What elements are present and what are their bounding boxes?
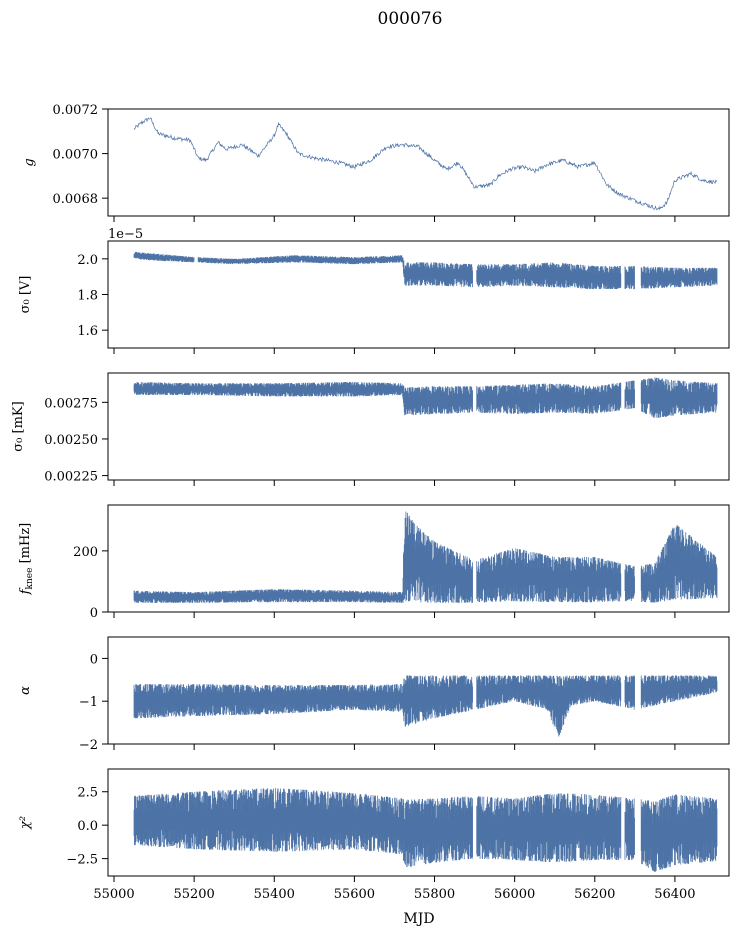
axes-frame	[107, 768, 730, 877]
y-tick-label: −2	[79, 738, 98, 753]
x-tick-label: 56400	[654, 887, 695, 902]
series-band	[133, 675, 718, 737]
y-tick-label: 0	[90, 606, 98, 621]
y-axis-label: α	[18, 686, 33, 695]
y-tick-label: 0.00250	[44, 433, 98, 448]
y-tick-label: 0.0068	[53, 192, 99, 207]
series-band	[133, 251, 718, 290]
y-axis-label: χ²	[18, 816, 33, 830]
y-tick-label: 1.6	[77, 324, 98, 339]
x-tick-label: 55800	[414, 887, 455, 902]
y-tick-label: 0.0070	[53, 148, 99, 163]
y-tick-label: 0.00225	[44, 470, 98, 485]
plot-area	[133, 251, 718, 290]
y-tick-label: 2.5	[77, 786, 98, 801]
panel-4: 0 200 fknee [mHz]	[18, 504, 730, 621]
x-tick-label: 55600	[334, 887, 375, 902]
series-band	[133, 377, 718, 418]
y-tick-label: −1	[79, 695, 98, 710]
y-axis-label: g	[22, 158, 37, 166]
x-tick-label: 55000	[93, 887, 134, 902]
y-tick-label: 1.8	[77, 289, 98, 304]
series-line	[133, 117, 718, 211]
axes-frame	[107, 108, 730, 217]
y-offset-text: 1e−5	[108, 227, 143, 242]
panel-2: 1.6 1.8 2.0 1e−5 σ₀ [V]	[18, 227, 730, 354]
axes-frame	[107, 240, 730, 349]
y-tick-label: 0.0	[77, 819, 98, 834]
plot-area	[133, 117, 718, 211]
axes-frame	[107, 372, 730, 481]
x-axis-label: MJD	[403, 911, 434, 927]
y-axis-label: fknee [mHz]	[18, 523, 35, 596]
y-tick-label: −2.5	[66, 853, 98, 868]
y-axis-label: σ₀ [V]	[18, 276, 33, 314]
series-band	[133, 787, 718, 872]
y-tick-label: 0.0072	[53, 103, 99, 118]
x-tick-label: 56000	[494, 887, 535, 902]
y-tick-label: 200	[73, 545, 98, 560]
x-tick-label: 55200	[173, 887, 214, 902]
y-tick-label: 0	[90, 652, 98, 667]
y-axis-label: σ₀ [mK]	[11, 401, 26, 451]
panel-5: −2 −1 0 α	[18, 636, 730, 753]
panel-1: 0.0068 0.0070 0.0072 g	[22, 103, 730, 222]
figure-title: 000076	[378, 9, 443, 29]
x-tick-label: 55400	[254, 887, 295, 902]
panel-3: 0.00225 0.00250 0.00275 σ₀ [mK]	[11, 372, 730, 486]
y-tick-label: 0.00275	[44, 396, 98, 411]
x-tick-label: 56200	[574, 887, 615, 902]
panel-6: 55000 55200 55400 55600 55800 56000 56200 56400…	[18, 768, 730, 902]
plot-area	[133, 787, 718, 872]
series-band	[133, 511, 718, 603]
axes-frame	[107, 636, 730, 745]
axes-frame	[107, 504, 730, 613]
plot-area	[133, 675, 718, 737]
y-tick-label: 2.0	[77, 253, 98, 268]
plot-area	[133, 511, 718, 603]
plot-area	[133, 377, 718, 418]
